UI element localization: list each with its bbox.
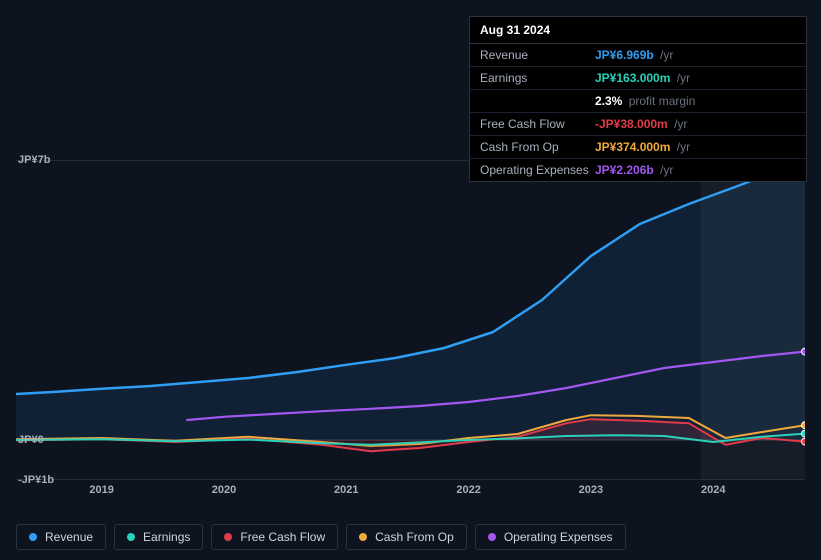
legend-dot-icon (488, 533, 496, 541)
data-tooltip: Aug 31 2024 RevenueJP¥6.969b /yrEarnings… (469, 16, 807, 182)
tooltip-metric-label (480, 94, 595, 108)
tooltip-metric-label: Revenue (480, 48, 595, 62)
legend-item[interactable]: Cash From Op (346, 524, 467, 550)
x-axis-label: 2020 (212, 484, 236, 496)
tooltip-metric-label: Cash From Op (480, 140, 595, 154)
x-axis-labels: 2019 2020 2021 2022 2023 2024 (16, 484, 805, 500)
y-axis-label: JP¥0 (18, 434, 30, 446)
financial-chart[interactable] (16, 160, 805, 480)
tooltip-metric-value: 2.3% profit margin (595, 94, 695, 108)
tooltip-row: RevenueJP¥6.969b /yr (470, 44, 806, 67)
legend-item[interactable]: Earnings (114, 524, 203, 550)
legend-dot-icon (359, 533, 367, 541)
y-axis-label: JP¥7b (18, 154, 30, 166)
legend-label: Free Cash Flow (240, 530, 325, 544)
tooltip-metric-label: Earnings (480, 71, 595, 85)
legend-dot-icon (224, 533, 232, 541)
tooltip-row: EarningsJP¥163.000m /yr (470, 67, 806, 90)
tooltip-metric-value: JP¥2.206b /yr (595, 163, 673, 177)
legend-label: Earnings (143, 530, 190, 544)
x-axis-label: 2022 (456, 484, 480, 496)
legend-label: Revenue (45, 530, 93, 544)
tooltip-row: 2.3% profit margin (470, 90, 806, 113)
tooltip-metric-value: JP¥6.969b /yr (595, 48, 673, 62)
tooltip-metric-value: JP¥374.000m /yr (595, 140, 690, 154)
tooltip-row: Free Cash Flow-JP¥38.000m /yr (470, 113, 806, 136)
legend-item[interactable]: Free Cash Flow (211, 524, 338, 550)
x-axis-label: 2024 (701, 484, 725, 496)
legend-item[interactable]: Revenue (16, 524, 106, 550)
x-axis-label: 2023 (579, 484, 603, 496)
legend-label: Cash From Op (375, 530, 454, 544)
tooltip-date: Aug 31 2024 (470, 17, 806, 44)
tooltip-metric-label: Operating Expenses (480, 163, 595, 177)
legend-label: Operating Expenses (504, 530, 613, 544)
legend-dot-icon (127, 533, 135, 541)
legend-dot-icon (29, 533, 37, 541)
chart-legend: Revenue Earnings Free Cash Flow Cash From O… (16, 524, 626, 550)
tooltip-metric-value: JP¥163.000m /yr (595, 71, 690, 85)
tooltip-metric-value: -JP¥38.000m /yr (595, 117, 687, 131)
x-axis-label: 2019 (89, 484, 113, 496)
tooltip-row: Operating ExpensesJP¥2.206b /yr (470, 159, 806, 181)
tooltip-metric-label: Free Cash Flow (480, 117, 595, 131)
tooltip-row: Cash From OpJP¥374.000m /yr (470, 136, 806, 159)
legend-item[interactable]: Operating Expenses (475, 524, 626, 550)
x-axis-label: 2021 (334, 484, 358, 496)
